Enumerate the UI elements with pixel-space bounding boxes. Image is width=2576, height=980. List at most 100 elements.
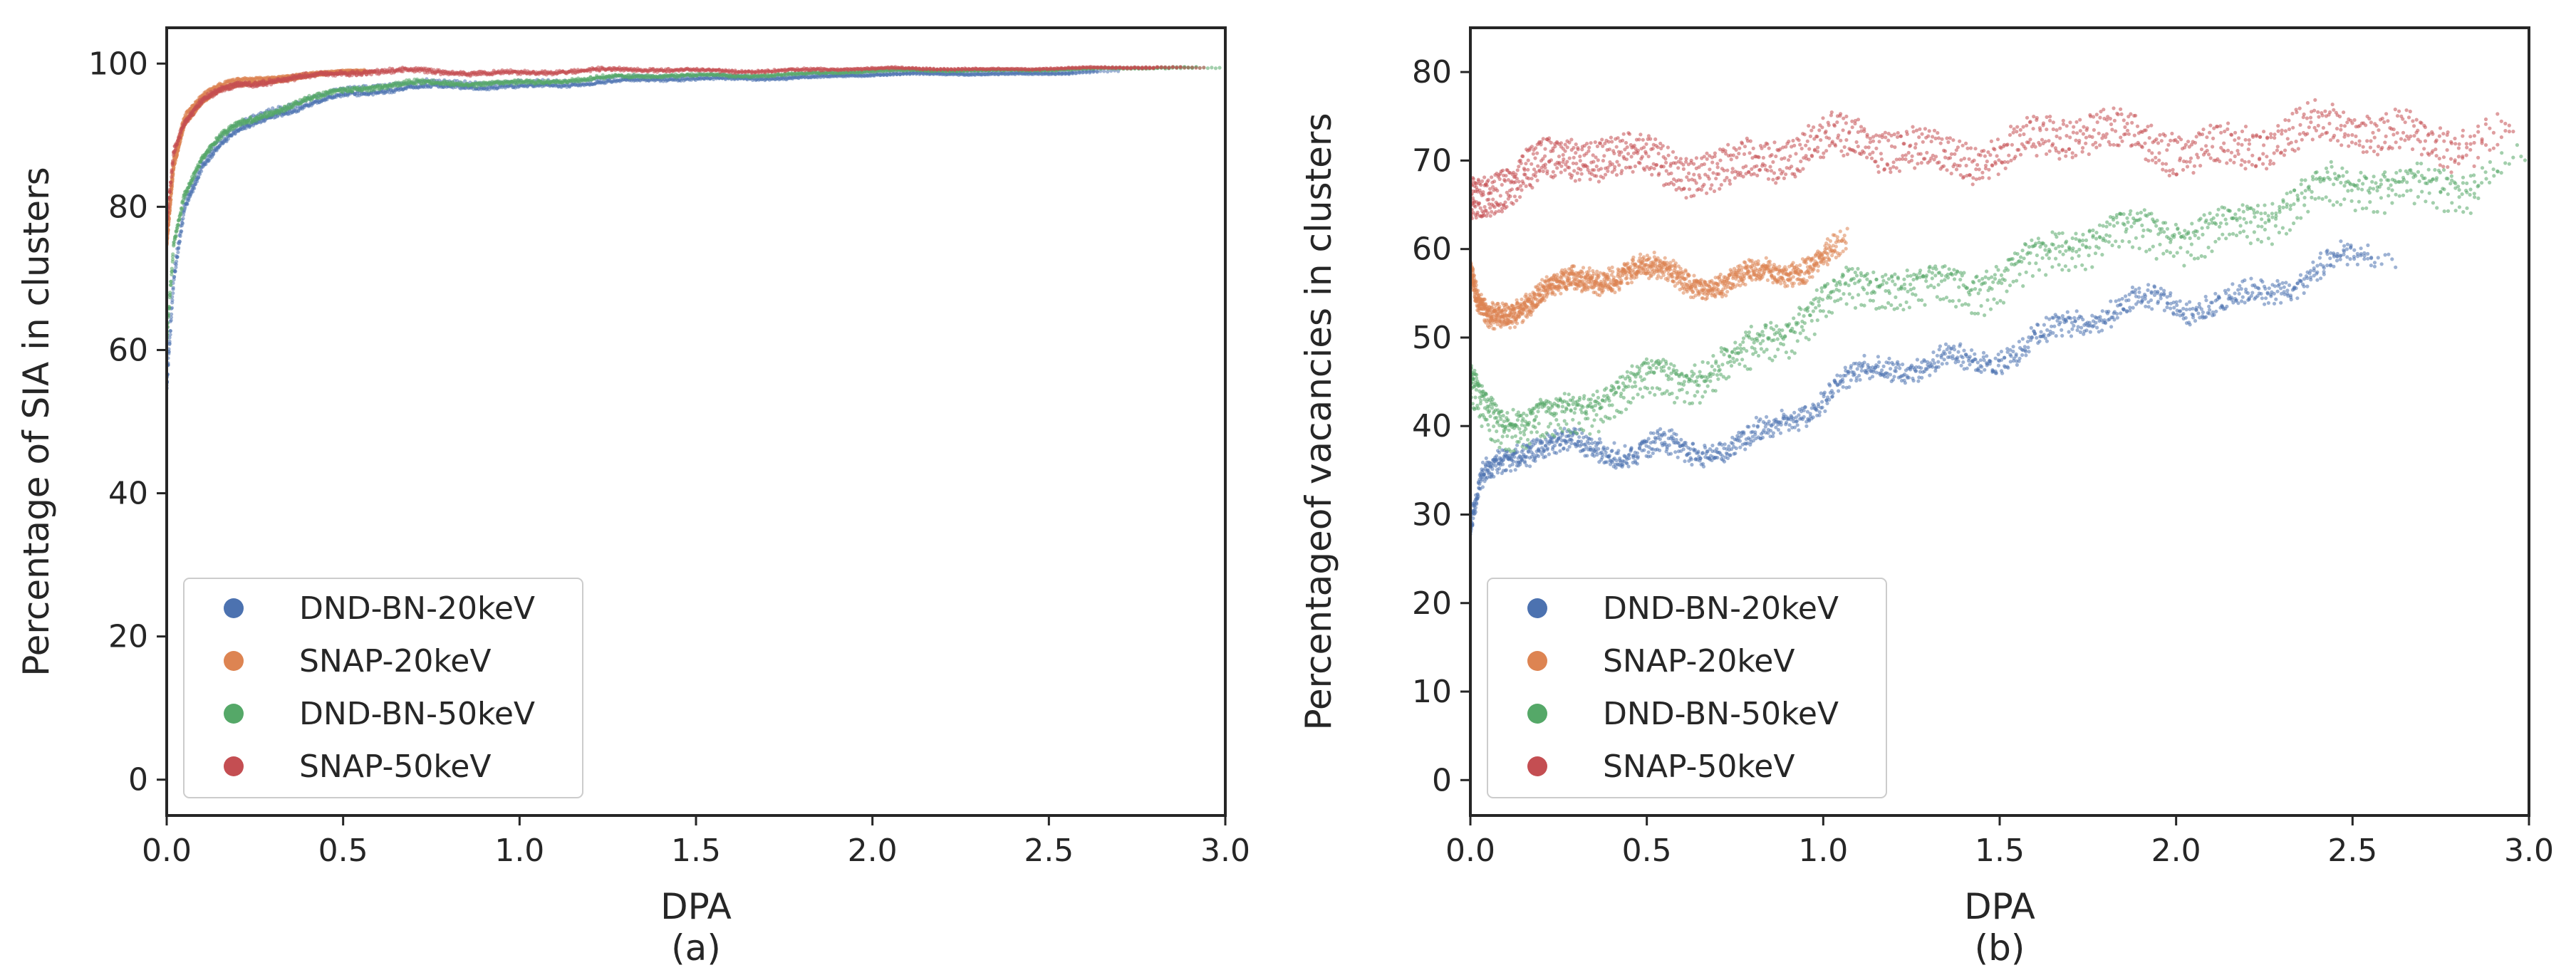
- point-dnd-bn-50kev-r3-209: [660, 73, 665, 78]
- point-dnd-bn-50kev-r3-176: [558, 80, 562, 84]
- point-dnd-bn-50kev-r3-188: [594, 73, 599, 78]
- point-dnd-bn-20kev-r3-198: [581, 82, 586, 86]
- point-dnd-bn-50kev-r3-122: [405, 78, 409, 83]
- point-dnd-bn-50kev-r3-173: [549, 79, 554, 83]
- point-dnd-bn-20kev-r3-11: [173, 269, 177, 273]
- point-dnd-bn-50kev-r3-251: [799, 71, 804, 75]
- point-dnd-bn-20kev-r3-187: [550, 83, 555, 88]
- point-dnd-bn-20kev-r3-338: [1022, 72, 1027, 76]
- point-dnd-bn-50kev-r3-66: [269, 112, 274, 116]
- point-dnd-bn-20kev-r3-12: [174, 262, 178, 266]
- point-dnd-bn-50kev-r1-9: [172, 244, 176, 248]
- point-dnd-bn-50kev-r3-215: [680, 73, 685, 77]
- point-dnd-bn-20kev-r3-302: [901, 71, 905, 75]
- point-dnd-bn-20kev-r3-304: [908, 71, 913, 75]
- point-dnd-bn-20kev-r3-89: [306, 103, 311, 108]
- point-dnd-bn-50kev-r3-242: [769, 73, 774, 78]
- point-dnd-bn-20kev-r3-292: [868, 73, 873, 77]
- point-dnd-bn-50kev-r3-244: [776, 72, 780, 77]
- point-dnd-bn-50kev-r1-8: [170, 259, 175, 264]
- point-dnd-bn-50kev-r3-180: [570, 77, 574, 81]
- point-dnd-bn-50kev-r2-357: [1210, 66, 1214, 70]
- point-dnd-bn-50kev-r3-175: [555, 78, 559, 83]
- point-dnd-bn-20kev-r3-331: [999, 71, 1003, 75]
- point-dnd-bn-50kev-r3-237: [752, 73, 757, 78]
- point-dnd-bn-20kev-r3-60: [248, 124, 252, 128]
- point-dnd-bn-50kev-r3-165: [525, 78, 529, 83]
- point-dnd-bn-20kev-r3-266: [785, 76, 789, 80]
- point-dnd-bn-20kev-r3-197: [578, 83, 583, 88]
- point-dnd-bn-20kev-r3-297: [885, 72, 889, 77]
- point-dnd-bn-50kev-r3-225: [712, 72, 717, 76]
- point-dnd-bn-50kev-r3-207: [654, 74, 658, 79]
- point-dnd-bn-20kev-r3-244: [717, 76, 722, 80]
- point-dnd-bn-50kev-r3-181: [573, 78, 578, 82]
- point-dnd-bn-20kev-r3-50: [229, 132, 234, 137]
- point-dnd-bn-20kev-r1-7: [169, 318, 173, 323]
- point-dnd-bn-20kev-r3-167: [496, 85, 500, 90]
- point-dnd-bn-20kev-r3-314: [941, 72, 945, 76]
- point-dnd-bn-50kev-r3-167: [531, 78, 535, 83]
- point-dnd-bn-20kev-r2-12: [175, 259, 179, 264]
- point-dnd-bn-50kev-r3-247: [786, 71, 790, 75]
- point-dnd-bn-50kev-r3-172: [546, 78, 550, 83]
- point-dnd-bn-50kev-r3-208: [658, 74, 662, 78]
- point-dnd-bn-50kev-r3-135: [440, 81, 444, 86]
- point-dnd-bn-20kev-r3-220: [645, 78, 650, 83]
- point-dnd-bn-20kev-r3-357: [1088, 69, 1092, 74]
- point-dnd-bn-20kev-r3-9: [171, 287, 175, 291]
- point-dnd-bn-50kev-r3-199: [629, 73, 633, 78]
- point-dnd-bn-20kev-r3-262: [773, 77, 777, 82]
- point-dnd-bn-50kev-r3-168: [534, 80, 539, 84]
- point-dnd-bn-50kev-r3-194: [613, 73, 618, 77]
- series-snap-50kev: [167, 65, 1206, 228]
- point-dnd-bn-50kev-r3-8: [170, 254, 175, 259]
- point-dnd-bn-50kev-r3-120: [399, 80, 403, 85]
- point-dnd-bn-50kev-r3-10: [172, 235, 177, 239]
- point-dnd-bn-20kev-r3-321: [965, 73, 969, 77]
- point-dnd-bn-20kev-r3-298: [888, 73, 893, 77]
- point-dnd-bn-50kev-r3-26: [194, 166, 199, 170]
- point-dnd-bn-50kev-r3-158: [504, 80, 509, 85]
- point-dnd-bn-20kev-r3-130: [400, 88, 405, 92]
- point-dnd-bn-20kev-r3-30: [197, 171, 202, 175]
- point-dnd-bn-20kev-r2-355: [1102, 69, 1106, 73]
- point-dnd-bn-50kev-r2-15: [179, 206, 183, 211]
- point-dnd-bn-20kev-r3-47: [224, 137, 229, 142]
- point-dnd-bn-50kev-r3-60: [256, 116, 261, 120]
- point-dnd-bn-50kev-r3-238: [756, 74, 760, 78]
- point-dnd-bn-50kev-r2-179: [576, 79, 581, 83]
- point-dnd-bn-50kev-r3-78: [296, 101, 300, 106]
- point-dnd-bn-50kev-r1-7: [170, 272, 174, 277]
- point-dnd-bn-50kev-r3-132: [431, 78, 436, 83]
- point-dnd-bn-20kev-r3-175: [517, 84, 521, 88]
- point-dnd-bn-50kev-r3-200: [632, 72, 636, 77]
- point-dnd-bn-20kev-r3-216: [633, 78, 638, 83]
- point-dnd-bn-50kev-r3-219: [693, 73, 697, 78]
- point-dnd-bn-20kev-r3-350: [1064, 71, 1068, 75]
- point-dnd-bn-20kev-r3-349: [1060, 71, 1064, 75]
- point-dnd-bn-50kev-r3-245: [779, 73, 784, 77]
- point-dnd-bn-50kev-r3-191: [603, 75, 608, 79]
- point-dnd-bn-50kev-r3-138: [448, 80, 452, 85]
- point-dnd-bn-50kev-r3-19: [184, 189, 188, 194]
- point-snap-50kev-r0-6: [168, 183, 173, 187]
- point-dnd-bn-50kev-r3-125: [412, 77, 417, 82]
- point-dnd-bn-20kev-r3-43: [217, 143, 222, 147]
- point-dnd-bn-20kev-r3-15: [177, 239, 182, 244]
- point-dnd-bn-50kev-r3-39: [216, 137, 220, 141]
- point-dnd-bn-50kev-r3-248: [789, 71, 794, 75]
- point-dnd-bn-50kev-r3-136: [442, 79, 447, 83]
- point-dnd-bn-20kev-r3-348: [1056, 71, 1061, 75]
- point-dnd-bn-50kev-r1-5: [167, 296, 172, 300]
- point-dnd-bn-50kev-r3-223: [706, 72, 710, 76]
- point-dnd-bn-50kev-r3-214: [677, 74, 681, 78]
- point-dnd-bn-50kev-r3-203: [641, 74, 646, 78]
- point-dnd-bn-20kev-r3-330: [995, 72, 999, 76]
- point-dnd-bn-50kev-r3-196: [619, 73, 624, 77]
- point-dnd-bn-50kev-r2-359: [1217, 66, 1222, 70]
- point-dnd-bn-20kev-r3-259: [764, 77, 768, 81]
- point-dnd-bn-50kev-r3-249: [793, 71, 797, 75]
- point-dnd-bn-20kev-r3-203: [596, 80, 600, 84]
- point-dnd-bn-50kev-r3-154: [493, 80, 497, 84]
